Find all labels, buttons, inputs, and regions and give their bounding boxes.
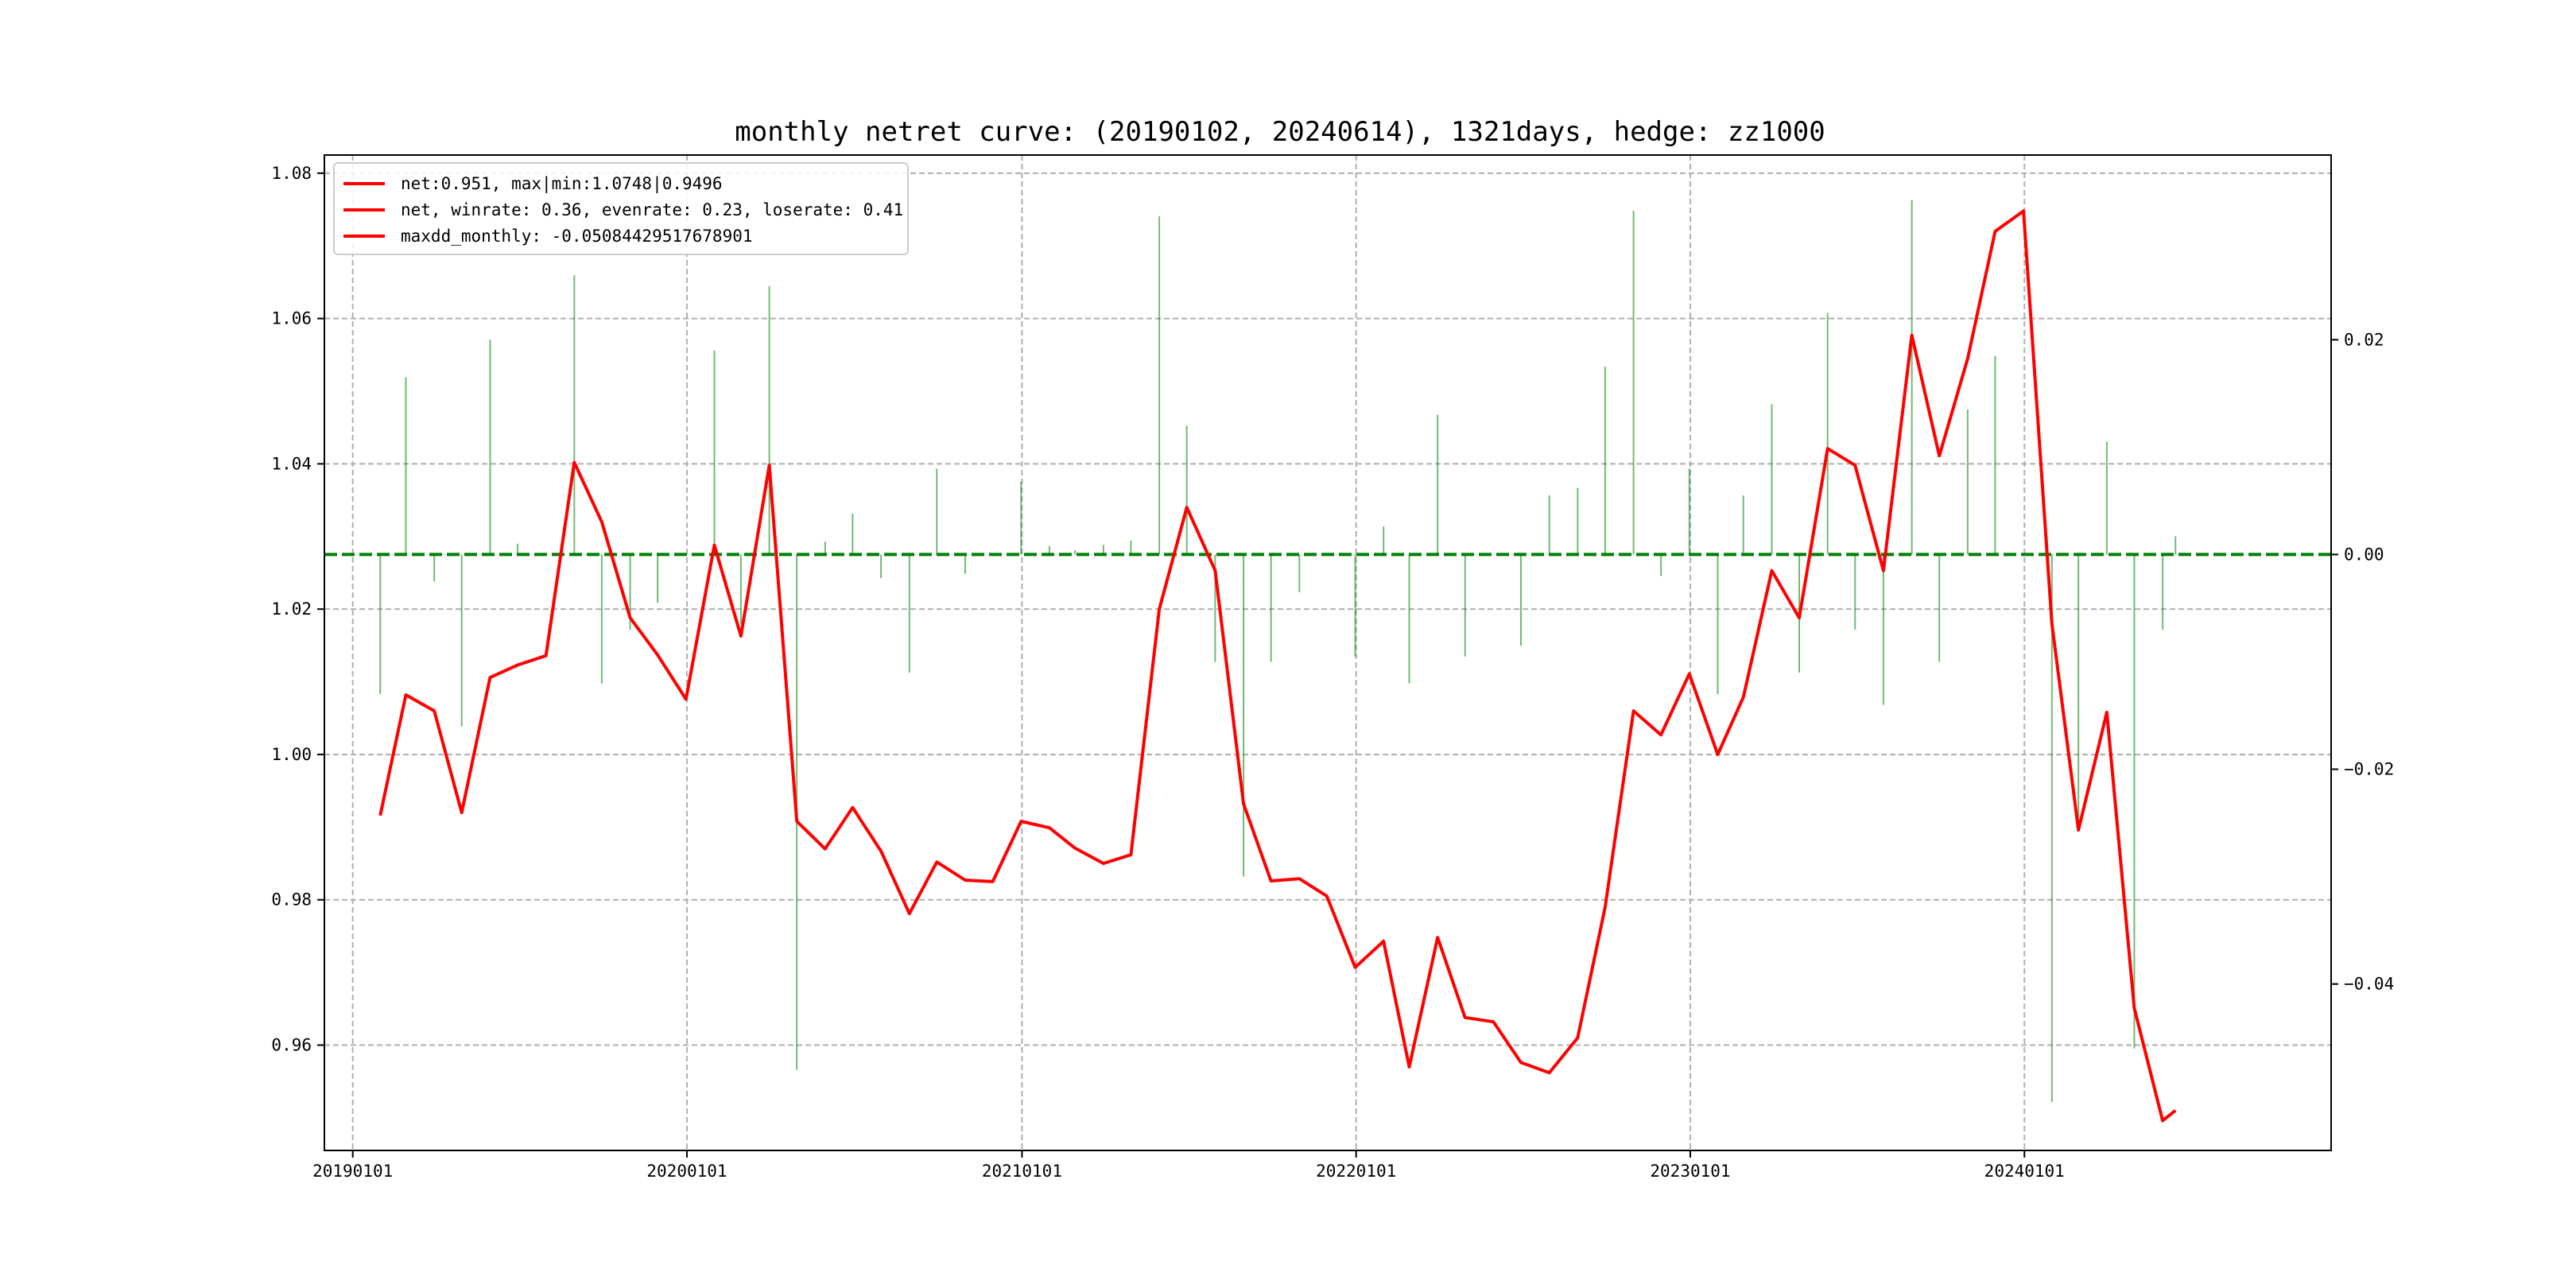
return-bar [2077, 554, 2079, 828]
y2-tick-label: 0.02 [2344, 330, 2384, 349]
return-bar [1355, 554, 1356, 656]
return-bar [2174, 536, 2176, 554]
return-bar [2162, 554, 2163, 630]
y2-tick-label: −0.02 [2344, 760, 2394, 779]
return-bar [1020, 482, 1022, 555]
return-bar [1717, 554, 1719, 694]
return-bar [379, 554, 381, 694]
return-bar [880, 554, 882, 578]
return-bar [1465, 554, 1466, 656]
return-bar [1938, 554, 1940, 661]
y-tick-label: 1.02 [271, 599, 312, 619]
return-bar [657, 554, 658, 603]
return-bar [1967, 409, 1969, 554]
return-bar [1074, 550, 1076, 554]
return-bar [1130, 541, 1131, 555]
y2-tick-label: 0.00 [2344, 545, 2384, 564]
return-bar [433, 554, 435, 581]
return-bar [573, 275, 575, 554]
return-bar [1243, 554, 1244, 876]
return-bar [1049, 546, 1050, 555]
return-bar [601, 554, 603, 683]
return-bar [964, 554, 966, 573]
return-bar [1271, 554, 1272, 661]
return-bar [1994, 356, 1996, 555]
return-bar [1298, 554, 1300, 592]
return-bar [517, 544, 518, 555]
return-bar [740, 554, 742, 624]
y-tick-label: 1.08 [271, 164, 312, 183]
y-tick-label: 0.98 [271, 890, 312, 910]
y-tick-label: 1.04 [271, 454, 312, 473]
return-bar [1743, 495, 1744, 554]
return-bar [1408, 554, 1410, 683]
return-bar [1911, 200, 1913, 555]
return-bar [1383, 526, 1384, 554]
legend-label: net:0.951, max|min:1.0748|0.9496 [401, 174, 723, 194]
legend-label: maxdd_monthly: -0.05084429517678901 [401, 227, 753, 246]
return-bar [489, 339, 491, 554]
return-bar [1771, 404, 1772, 554]
return-bar [1827, 313, 1829, 555]
return-bar [936, 468, 937, 554]
y-tick-label: 0.96 [271, 1035, 312, 1054]
return-bar [2133, 554, 2135, 1048]
return-bar [1604, 367, 1606, 554]
return-bar [1186, 425, 1188, 554]
x-tick-label: 20220101 [1316, 1162, 1396, 1181]
return-bar [1549, 495, 1550, 554]
return-bar [1633, 211, 1635, 554]
return-bar [1660, 554, 1662, 576]
return-bar [1103, 545, 1104, 554]
return-bar [1577, 488, 1578, 555]
return-bar [405, 378, 406, 555]
y-tick-label: 1.06 [271, 309, 312, 328]
y-tick-label: 1.00 [271, 745, 312, 764]
chart-title: monthly netret curve: (20190102, 2024061… [735, 116, 1825, 148]
return-bar [461, 554, 463, 726]
y2-tick-label: −0.04 [2344, 975, 2394, 994]
return-bar [1854, 554, 1856, 630]
return-bar [852, 514, 853, 554]
x-tick-label: 20240101 [1984, 1162, 2065, 1181]
return-bar [1689, 468, 1690, 554]
return-bar [1520, 554, 1522, 646]
return-bar [2106, 442, 2108, 555]
x-tick-label: 20200101 [646, 1162, 727, 1181]
x-tick-label: 20230101 [1650, 1162, 1730, 1181]
legend-label: net, winrate: 0.36, evenrate: 0.23, lose… [401, 200, 903, 219]
return-bar [909, 554, 910, 673]
x-tick-label: 20190101 [312, 1162, 393, 1181]
return-bar [714, 351, 716, 555]
return-bar [824, 541, 826, 554]
return-bar [1883, 554, 1884, 704]
return-bar [1158, 216, 1160, 554]
legend: net:0.951, max|min:1.0748|0.9496 net, win… [334, 163, 908, 254]
return-bar [1437, 415, 1438, 555]
x-tick-label: 20210101 [982, 1162, 1062, 1181]
return-bar [769, 286, 770, 555]
